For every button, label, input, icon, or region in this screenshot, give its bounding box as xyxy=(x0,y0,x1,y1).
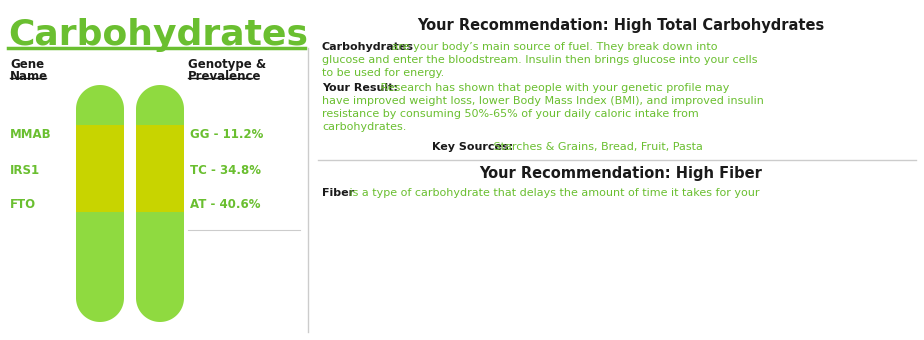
Text: TC - 34.8%: TC - 34.8% xyxy=(190,164,261,176)
Text: Prevalence: Prevalence xyxy=(188,70,261,83)
Text: Carbohydrates: Carbohydrates xyxy=(8,18,308,52)
Bar xyxy=(76,125,124,212)
Text: Fiber: Fiber xyxy=(322,188,354,198)
Bar xyxy=(136,125,184,212)
Text: Gene: Gene xyxy=(10,58,44,71)
Text: MMAB: MMAB xyxy=(10,129,52,141)
Text: Key Sources:: Key Sources: xyxy=(432,142,513,152)
Text: IRS1: IRS1 xyxy=(10,164,40,176)
Polygon shape xyxy=(136,85,184,322)
Text: glucose and enter the bloodstream. Insulin then brings glucose into your cells: glucose and enter the bloodstream. Insul… xyxy=(322,55,758,65)
Text: AT - 40.6%: AT - 40.6% xyxy=(190,199,261,211)
Text: Your Result:: Your Result: xyxy=(322,83,398,93)
Bar xyxy=(76,125,124,212)
Text: Research has shown that people with your genetic profile may: Research has shown that people with your… xyxy=(377,83,729,93)
Text: resistance by consuming 50%-65% of your daily caloric intake from: resistance by consuming 50%-65% of your … xyxy=(322,109,699,119)
Text: Name: Name xyxy=(10,70,48,83)
Text: to be used for energy.: to be used for energy. xyxy=(322,68,444,78)
Text: Starches & Grains, Bread, Fruit, Pasta: Starches & Grains, Bread, Fruit, Pasta xyxy=(490,142,703,152)
Text: GG - 11.2%: GG - 11.2% xyxy=(190,129,263,141)
Text: Carbohydrates: Carbohydrates xyxy=(322,42,414,52)
Text: have improved weight loss, lower Body Mass Index (BMI), and improved insulin: have improved weight loss, lower Body Ma… xyxy=(322,96,764,106)
Text: Your Recommendation: High Total Carbohydrates: Your Recommendation: High Total Carbohyd… xyxy=(418,18,824,33)
Text: Your Recommendation: High Fiber: Your Recommendation: High Fiber xyxy=(480,166,762,181)
Text: FTO: FTO xyxy=(10,199,36,211)
Text: is a type of carbohydrate that delays the amount of time it takes for your: is a type of carbohydrate that delays th… xyxy=(346,188,760,198)
Polygon shape xyxy=(76,85,124,322)
Bar xyxy=(136,125,184,212)
Text: are your body’s main source of fuel. They break down into: are your body’s main source of fuel. The… xyxy=(388,42,718,52)
Text: carbohydrates.: carbohydrates. xyxy=(322,122,407,132)
Text: Genotype &: Genotype & xyxy=(188,58,266,71)
